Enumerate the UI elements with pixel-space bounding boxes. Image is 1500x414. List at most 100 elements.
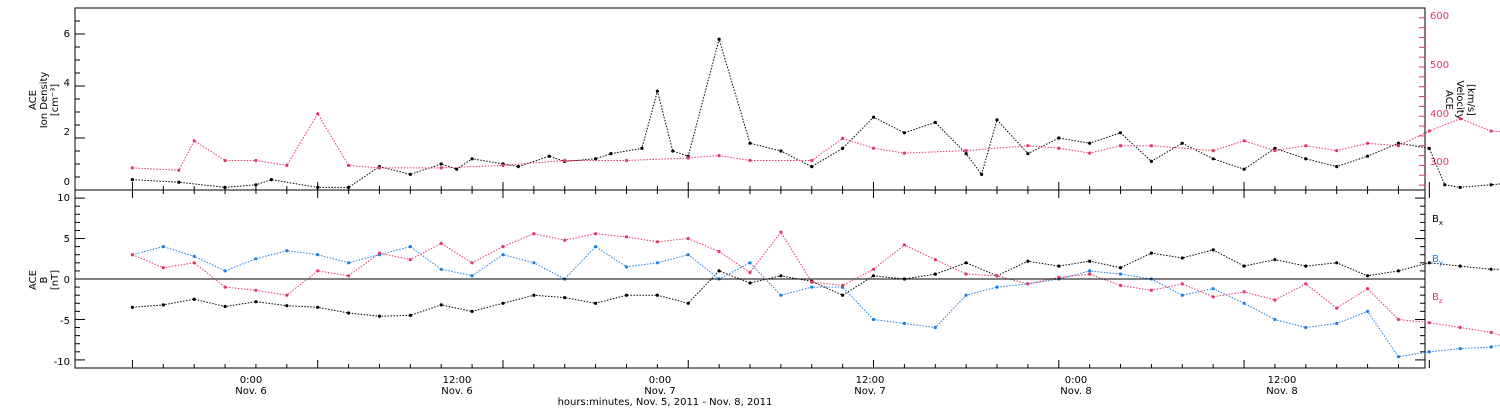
ion-density-point: [871, 115, 876, 119]
top-left-tick-labels: 0 2 4 6: [64, 29, 70, 188]
bz-point: [130, 253, 134, 257]
bottom-left-axis-label-line1: ACE: [28, 270, 39, 290]
velocity-point: [563, 158, 567, 163]
bz-point: [655, 240, 660, 244]
bottom-tick-10: 10: [57, 193, 70, 204]
ion-density-point: [779, 149, 783, 153]
by-point: [594, 245, 598, 249]
bx-point: [532, 293, 536, 297]
top-left-tick-4: 4: [64, 78, 70, 89]
bz-point: [532, 232, 536, 236]
bz-series: [130, 230, 1500, 336]
bx-point: [470, 309, 474, 313]
ion-density-point: [717, 37, 721, 41]
bz-point: [1211, 295, 1215, 299]
ion-density-point: [1242, 167, 1246, 171]
ion-density-point: [748, 141, 752, 145]
x-tick-time-5: 12:00: [1268, 375, 1297, 386]
ion-density-point: [316, 185, 320, 189]
ion-density-point: [439, 162, 443, 166]
bx-point: [285, 304, 289, 308]
velocity-point: [964, 149, 968, 153]
by-point: [532, 261, 536, 265]
bx-point: [1304, 264, 1308, 268]
bx-point: [192, 297, 196, 301]
x-tick-time-3: 12:00: [856, 375, 885, 386]
by-point: [470, 274, 474, 278]
bottom-tick-5: 5: [64, 234, 70, 245]
by-point: [223, 269, 227, 273]
velocity-point: [1427, 129, 1431, 133]
bx-point: [594, 301, 598, 305]
top-left-axis-label-line1: ACE: [28, 90, 39, 110]
velocity-point: [1304, 144, 1308, 148]
bx-point: [1118, 266, 1123, 270]
bx-point: [871, 274, 876, 278]
ion-density-point: [609, 152, 613, 156]
bz-point: [1273, 298, 1277, 302]
top-right-tick-500: 500: [1430, 60, 1449, 71]
by-point: [439, 267, 443, 271]
bx-point: [779, 274, 783, 278]
bz-point: [254, 288, 258, 292]
bx-point: [408, 313, 412, 317]
bz-point: [347, 274, 351, 278]
top-left-axis-label-line2: Ion Density: [39, 72, 50, 129]
bx-point: [1149, 251, 1153, 255]
ion-density-point: [902, 131, 907, 135]
ion-density-point: [1088, 141, 1092, 145]
by-point: [1489, 345, 1493, 349]
bx-point: [347, 311, 351, 315]
by-trace: [132, 245, 1500, 358]
velocity-point: [717, 154, 721, 158]
bz-point: [223, 285, 227, 289]
bz-point: [1489, 330, 1493, 334]
x-axis-title: hours:minutes, Nov. 5, 2011 - Nov. 8, 20…: [558, 397, 773, 408]
ion-density-point: [1211, 157, 1215, 161]
bz-point: [1118, 283, 1123, 288]
by-point: [285, 249, 289, 253]
velocity-point: [1026, 144, 1030, 148]
top-right-tick-400: 400: [1430, 109, 1449, 120]
by-point: [254, 257, 258, 261]
bx-point: [1396, 269, 1400, 273]
bx-point: [686, 301, 690, 305]
bx-point: [624, 293, 629, 297]
velocity-point: [192, 139, 196, 143]
top-right-axis-label-line2: Velocity: [1454, 80, 1465, 119]
velocity-point: [130, 166, 134, 170]
ion-density-point: [1118, 131, 1123, 135]
bz-point: [1088, 272, 1092, 276]
top-right-axis-label-line3: [km/s]: [1465, 84, 1476, 116]
x-tick-date-5: Nov. 8: [1266, 386, 1297, 397]
bz-point: [594, 232, 598, 236]
ion-density-point: [995, 118, 999, 122]
by-point: [933, 325, 937, 330]
bz-point: [841, 283, 845, 288]
bz-point: [902, 243, 907, 247]
bx-point: [1273, 258, 1277, 262]
by-point: [1180, 293, 1184, 297]
by-point: [316, 253, 320, 257]
bx-point: [841, 293, 845, 297]
bx-point: [1427, 261, 1431, 265]
by-series: [130, 245, 1500, 359]
velocity-series: [130, 112, 1500, 172]
by-point: [748, 261, 752, 265]
bz-point: [1180, 282, 1184, 286]
bx-point: [1057, 264, 1061, 268]
bx-trace: [132, 249, 1500, 317]
top-left-tick-2: 2: [64, 127, 70, 138]
ion-density-point: [177, 180, 181, 184]
ion-density-point: [1335, 165, 1339, 169]
ion-density-point: [516, 165, 521, 169]
by-point: [1335, 321, 1339, 326]
bz-point: [686, 236, 690, 241]
bx-point: [655, 293, 660, 297]
x-tick-time-4: 0:00: [1065, 375, 1087, 386]
bz-point: [1149, 288, 1153, 292]
bz-point: [501, 245, 505, 249]
bx-point: [439, 303, 443, 307]
bz-point: [1026, 282, 1030, 286]
